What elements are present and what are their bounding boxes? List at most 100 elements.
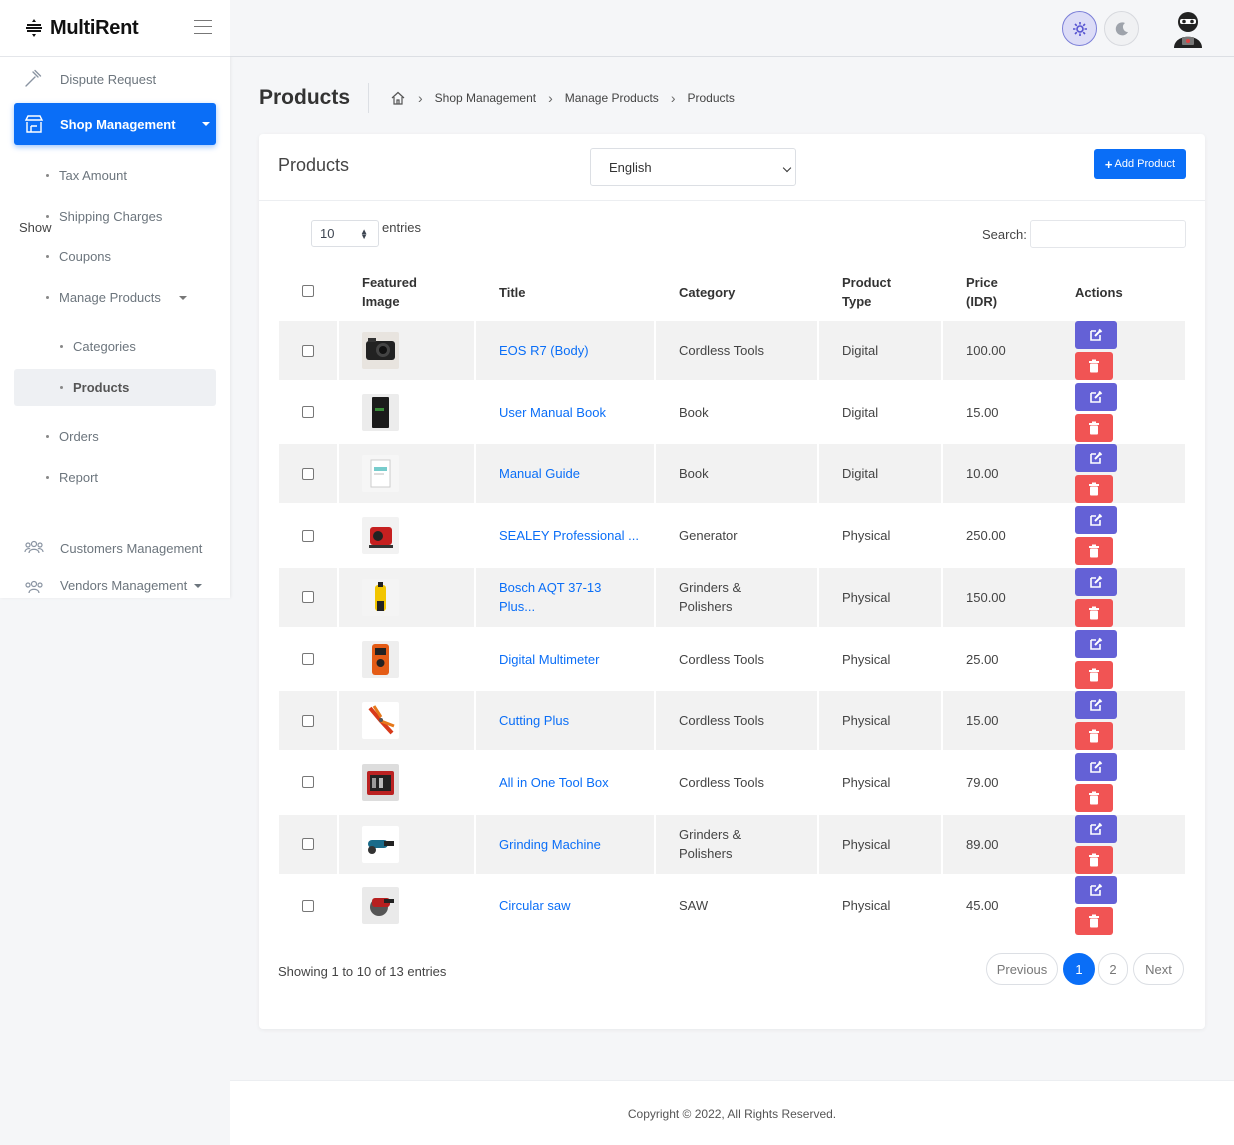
header-featured-image[interactable]: Featured Image: [362, 273, 417, 311]
header-text: Featured: [362, 275, 417, 290]
moon-icon: [1115, 21, 1128, 35]
edit-button[interactable]: [1075, 814, 1117, 843]
sidebar-subitem-tax-amount[interactable]: Tax Amount: [14, 157, 216, 194]
add-product-button[interactable]: + Add Product: [1094, 149, 1186, 179]
previous-button[interactable]: Previous: [986, 953, 1058, 985]
search-label: Search:: [982, 227, 1027, 242]
entries-label: entries: [382, 220, 422, 235]
breadcrumb: › Shop Management › Manage Products › Pr…: [390, 90, 735, 106]
sidebar-subitem-shipping-charges[interactable]: Shipping Charges: [14, 198, 216, 235]
product-title-link[interactable]: Bosch AQT 37-13 Plus...: [476, 567, 654, 627]
sidebar: MultiRent: [0, 0, 230, 598]
dark-theme-button[interactable]: [1104, 11, 1139, 46]
delete-button[interactable]: [1075, 598, 1113, 627]
table-row: Digital Multimeter Cordless Tools Physic…: [279, 629, 1185, 689]
card-title: Products: [278, 155, 350, 175]
checkbox-cell: [279, 321, 337, 380]
row-checkbox[interactable]: [302, 776, 314, 789]
product-thumbnail: [362, 887, 399, 925]
delete-button[interactable]: [1075, 660, 1113, 689]
edit-button[interactable]: [1075, 876, 1117, 905]
row-checkbox[interactable]: [302, 344, 314, 357]
edit-button[interactable]: [1075, 567, 1117, 596]
product-title-link[interactable]: Manual Guide: [476, 444, 654, 504]
delete-button[interactable]: [1075, 537, 1113, 566]
select-all-checkbox[interactable]: [302, 285, 314, 297]
delete-button[interactable]: [1075, 722, 1113, 751]
product-title-link[interactable]: Cutting Plus: [476, 691, 654, 751]
delete-button[interactable]: [1075, 475, 1113, 504]
edit-button[interactable]: [1075, 629, 1117, 658]
product-title-line: Plus...: [499, 599, 536, 615]
edit-button[interactable]: [1075, 321, 1117, 349]
product-title-link[interactable]: Grinding Machine: [476, 814, 654, 874]
breadcrumb-item[interactable]: Shop Management: [434, 91, 537, 105]
page-2-button[interactable]: 2: [1098, 953, 1128, 985]
language-select[interactable]: English: [590, 148, 796, 186]
header-title[interactable]: Title: [499, 285, 526, 300]
edit-button[interactable]: [1075, 506, 1117, 535]
delete-button[interactable]: [1075, 352, 1113, 380]
product-title-link[interactable]: EOS R7 (Body): [476, 321, 654, 380]
bullet-icon: [46, 296, 49, 299]
product-title-link[interactable]: SEALEY Professional ...: [476, 506, 654, 565]
edit-button[interactable]: [1075, 691, 1117, 720]
chevron-right-icon: ›: [548, 90, 553, 106]
sidebar-subitem-categories[interactable]: Categories: [14, 328, 216, 365]
search-input[interactable]: [1030, 220, 1186, 248]
row-checkbox[interactable]: [302, 467, 314, 480]
actions-cell: [1051, 814, 1185, 874]
delete-button[interactable]: [1075, 845, 1113, 874]
product-title-link[interactable]: Digital Multimeter: [476, 630, 654, 689]
product-title-link[interactable]: All in One Tool Box: [476, 753, 654, 812]
caret-down-icon: [201, 122, 210, 126]
sidebar-item-shop-management[interactable]: Shop Management: [14, 103, 216, 145]
row-checkbox[interactable]: [302, 591, 314, 604]
row-checkbox[interactable]: [302, 653, 314, 665]
row-checkbox[interactable]: [302, 406, 314, 419]
menu-toggle-icon[interactable]: [194, 20, 212, 34]
sidebar-subitem-manage-products[interactable]: Manage Products: [14, 279, 216, 316]
sidebar-subitem-coupons[interactable]: Coupons: [14, 238, 216, 275]
delete-button[interactable]: [1075, 413, 1113, 442]
sidebar-subitem-orders[interactable]: Orders: [14, 418, 216, 455]
entries-select[interactable]: 10 ▲ ▼: [311, 220, 379, 247]
light-theme-button[interactable]: [1062, 11, 1097, 46]
product-title-link[interactable]: User Manual Book: [476, 383, 654, 442]
breadcrumb-item[interactable]: Manage Products: [564, 91, 659, 105]
sidebar-item-label: Dispute Request: [60, 71, 157, 87]
next-button[interactable]: Next: [1133, 953, 1184, 985]
edit-button[interactable]: [1075, 444, 1117, 473]
bullet-icon: [46, 255, 49, 258]
edit-button[interactable]: [1075, 752, 1117, 781]
image-cell: [339, 321, 474, 380]
delete-button[interactable]: [1075, 783, 1113, 812]
home-icon[interactable]: [390, 90, 406, 106]
product-thumbnail: [362, 393, 399, 431]
header-price[interactable]: Price (IDR): [966, 273, 998, 311]
product-title-link[interactable]: Circular saw: [476, 876, 654, 935]
header-product-type[interactable]: Product Type: [842, 273, 891, 311]
delete-button[interactable]: [1075, 907, 1113, 936]
avatar[interactable]: [1169, 9, 1207, 49]
brand-logo-icon: [26, 19, 42, 37]
row-checkbox[interactable]: [302, 899, 314, 912]
price-cell: 250.00: [966, 528, 1006, 544]
sidebar-subitem-report[interactable]: Report: [14, 459, 216, 496]
sidebar-item-customers-management[interactable]: Customers Management: [0, 528, 202, 568]
checkbox-cell: [279, 814, 337, 874]
product-title-line: Grinding Machine: [499, 836, 601, 852]
sidebar-item-vendors-management[interactable]: Vendors Management: [0, 573, 203, 598]
sidebar-item-dispute-request[interactable]: Dispute Request: [14, 59, 156, 99]
caret-down-icon: [194, 584, 203, 588]
category-line: Cordless Tools: [679, 343, 765, 358]
sidebar-item-label: Customers Management: [60, 540, 203, 556]
page-1-button[interactable]: 1: [1063, 953, 1095, 985]
row-checkbox[interactable]: [302, 714, 314, 727]
sidebar-subitem-products[interactable]: Products: [14, 369, 216, 406]
edit-button[interactable]: [1075, 382, 1117, 411]
header-category[interactable]: Category: [679, 285, 736, 300]
brand[interactable]: MultiRent: [0, 0, 230, 57]
row-checkbox[interactable]: [302, 529, 314, 542]
row-checkbox[interactable]: [302, 838, 314, 851]
